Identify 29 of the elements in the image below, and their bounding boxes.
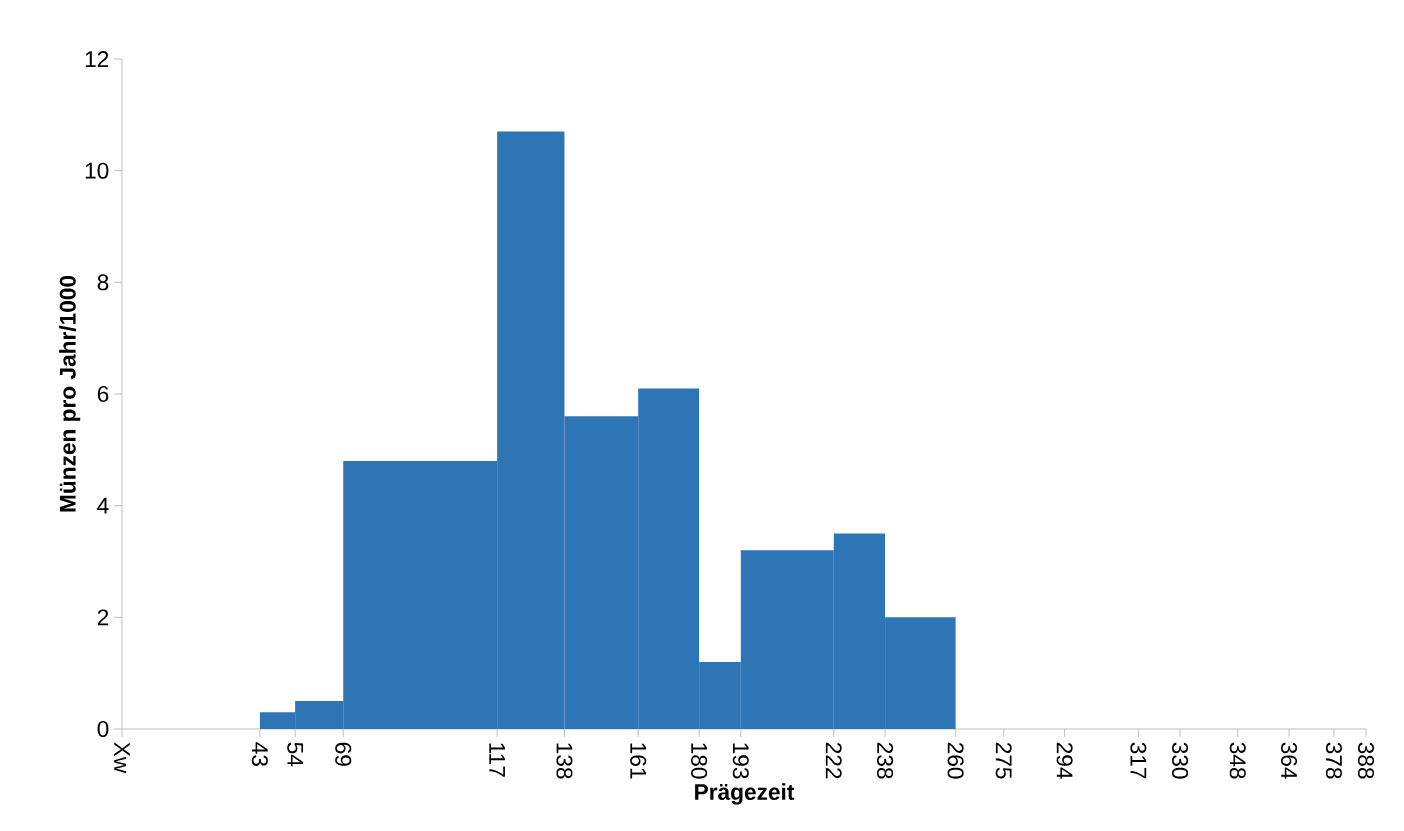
y-tick-label: 0: [97, 720, 109, 738]
x-tick-label: 117: [489, 743, 505, 777]
y-tick-label: 10: [85, 162, 109, 179]
x-tick-label: 275: [995, 742, 1012, 779]
x-tick-label: Xw: [114, 742, 130, 774]
x-tick-label: 330: [1172, 742, 1189, 779]
y-tick-label: 6: [97, 385, 109, 403]
x-axis-title: Prägezeit: [695, 783, 795, 805]
x-tick-label: 364: [1281, 742, 1298, 779]
x-tick-label: 138: [556, 743, 573, 779]
x-tick-label: 260: [947, 742, 964, 779]
x-tick-label: 43: [251, 742, 268, 766]
x-tick-label: 193: [732, 743, 749, 779]
x-tick-label: 317: [1130, 742, 1147, 779]
x-tick-label: 238: [877, 742, 894, 779]
x-tick-label: 378: [1325, 742, 1342, 779]
x-tick-label: 222: [825, 742, 842, 779]
y-axis-title: Münzen pro Jahr/1000: [59, 275, 81, 512]
y-tick-label: 12: [85, 51, 109, 67]
x-tick-label: 294: [1056, 742, 1073, 779]
y-tick-label: 2: [97, 609, 109, 626]
y-tick-label: 8: [97, 274, 109, 291]
x-tick-label: 54: [287, 742, 304, 767]
x-tick-label: 348: [1229, 742, 1246, 779]
x-tick-label: 161: [630, 743, 647, 779]
x-tick-label: 180: [691, 743, 708, 779]
x-tick-label: 388: [1357, 742, 1375, 779]
y-tick-label: 4: [97, 497, 109, 514]
x-tick-label: 69: [335, 742, 352, 766]
